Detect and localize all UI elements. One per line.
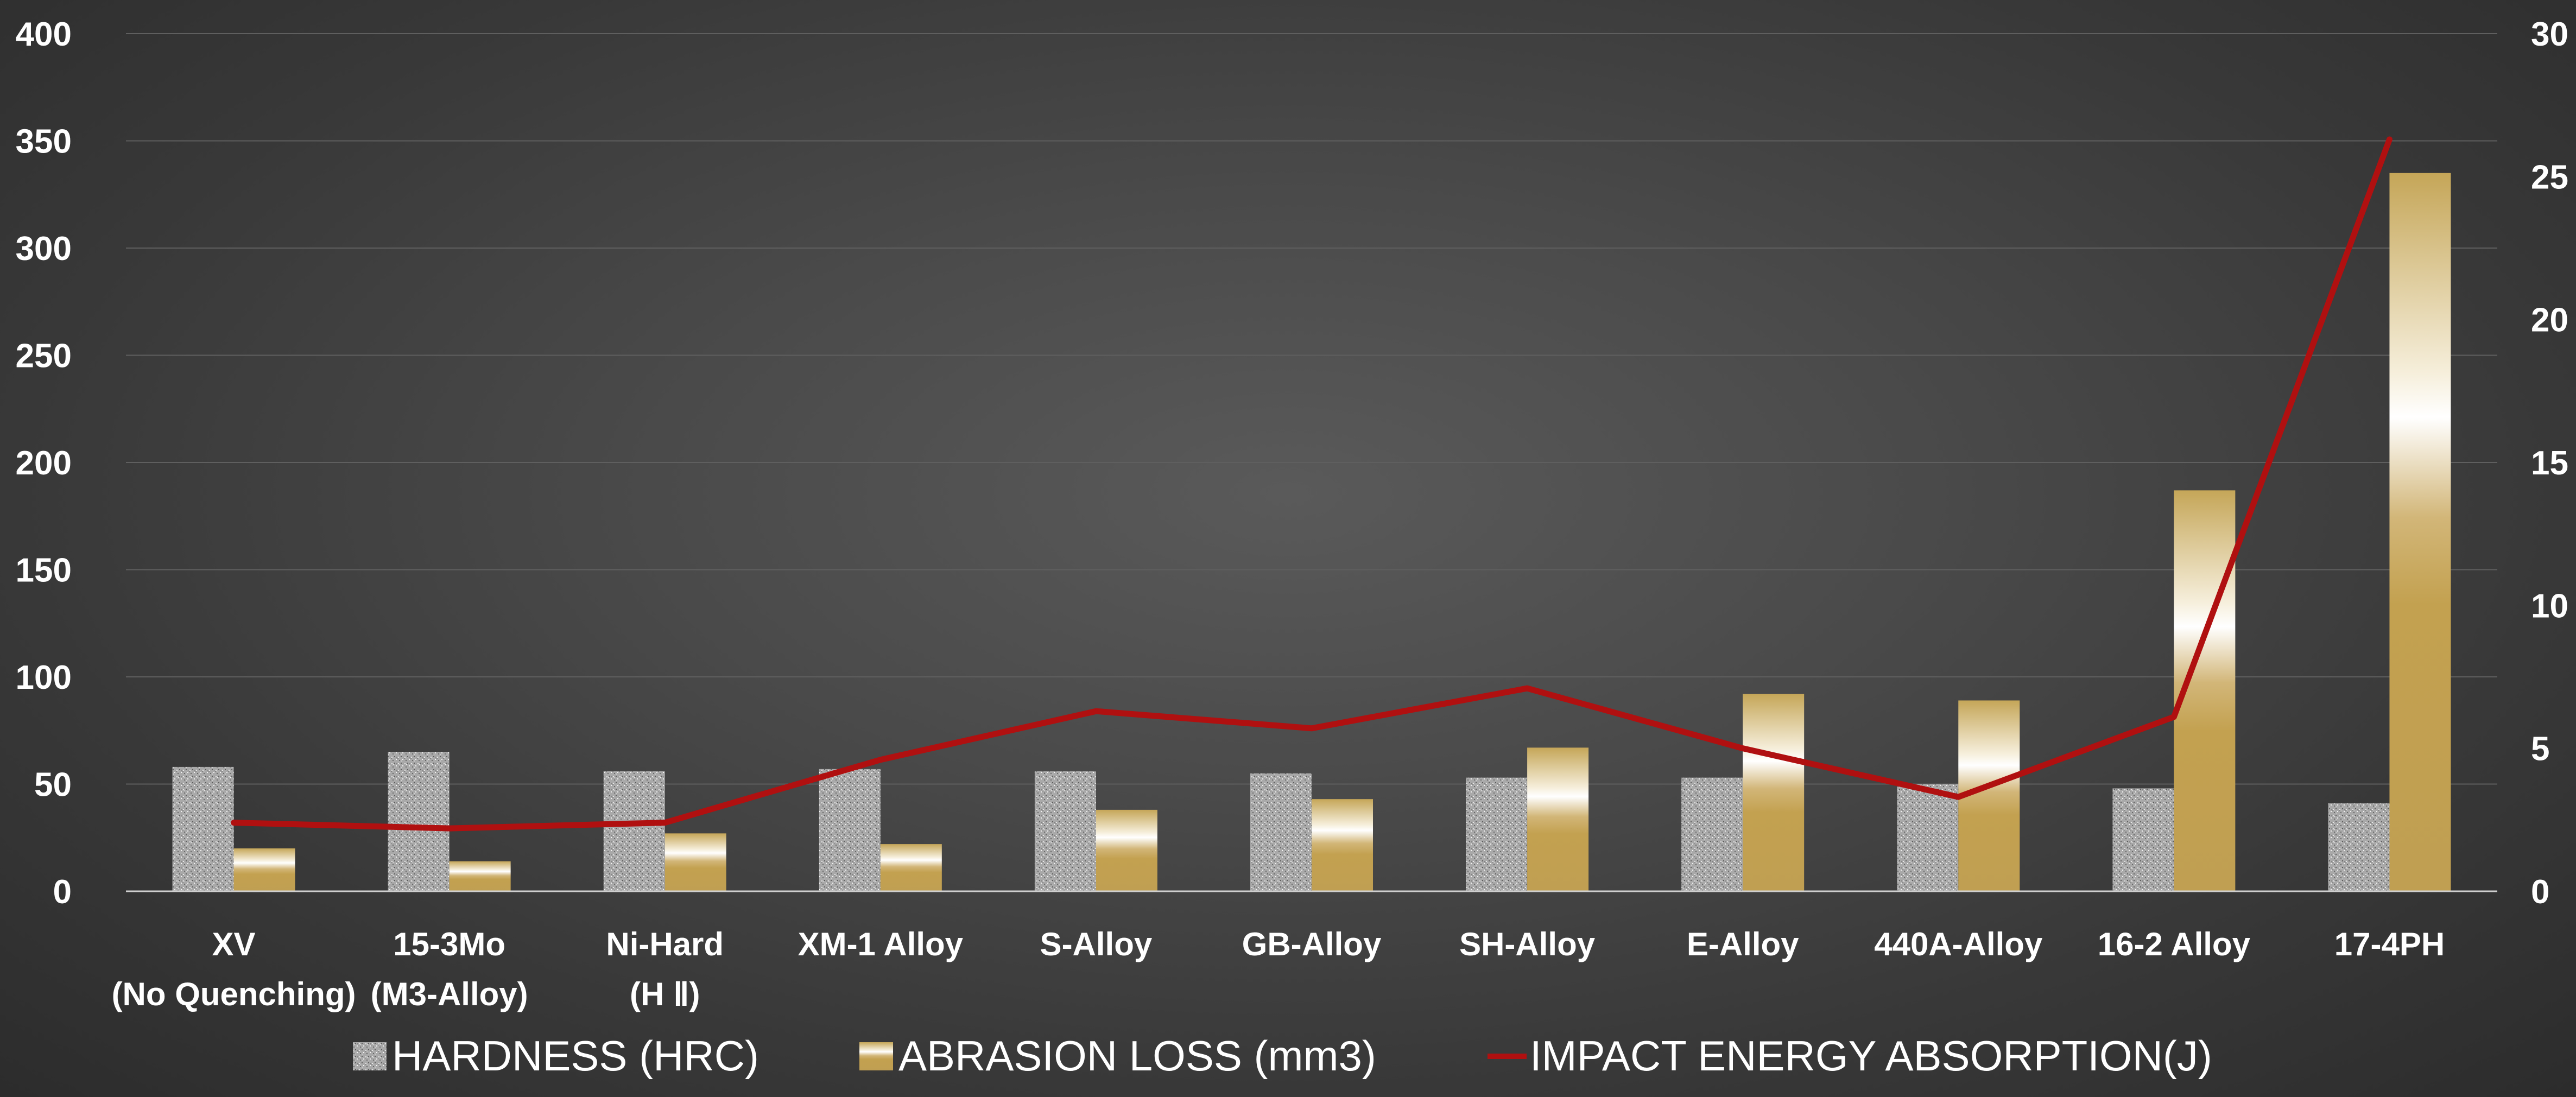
x-tick-label: GB-Alloy [1242, 926, 1382, 962]
hardness-bar [2112, 788, 2174, 891]
y-right-tick-label: 30 [2531, 16, 2568, 53]
impact-energy-point [447, 827, 451, 830]
impact-energy-point [1094, 709, 1098, 713]
abrasion-bar [2389, 173, 2451, 891]
impact-energy-line [231, 136, 2393, 832]
y-left-tick-label: 350 [16, 123, 72, 161]
x-tick-label: 15-3Mo (M3-Alloy) [371, 926, 528, 1012]
x-tick-label: SH-Alloy [1459, 926, 1596, 962]
abrasion-bar [1743, 694, 1805, 891]
hardness-bar [1034, 771, 1096, 891]
hardness-bar [1466, 777, 1528, 891]
abrasion-bar [1312, 799, 1373, 891]
x-tick-label: 16-2 Alloy [2098, 926, 2251, 962]
x-tick-label: XV (No Quenching) [112, 926, 356, 1012]
y-right-tick-label: 5 [2531, 731, 2549, 768]
y-right-tick-label: 25 [2531, 158, 2568, 196]
legend-hardness-swatch [353, 1042, 387, 1070]
hardness-bar [2328, 803, 2390, 891]
y-right-tick-label: 10 [2531, 587, 2568, 625]
hardness-bar [1250, 773, 1312, 891]
x-tick-label: 440A-Alloy [1874, 926, 2043, 962]
abrasion-bar [880, 844, 942, 891]
impact-energy-point [663, 821, 667, 825]
legend-hardness-label: HARDNESS (HRC) [392, 1032, 759, 1080]
y-left-tick-label: 150 [16, 552, 72, 589]
legend-abrasion-swatch [859, 1042, 893, 1070]
x-tick-label: S-Alloy [1040, 926, 1153, 962]
impact-energy-point [1957, 795, 1960, 799]
impact-energy-point [878, 758, 882, 762]
y-left-tick-label: 100 [16, 659, 72, 696]
y-left-tick-label: 400 [16, 16, 72, 53]
y-left-tick-label: 50 [34, 766, 72, 804]
impact-energy-point [232, 821, 236, 825]
x-tick-label: XM-1 Alloy [798, 926, 964, 962]
abrasion-bar [664, 833, 726, 891]
impact-energy-point [2388, 137, 2391, 141]
impact-energy-point [1310, 726, 1313, 730]
hardness-bar [1681, 777, 1743, 891]
legend-abrasion-label: ABRASION LOSS (mm3) [898, 1032, 1376, 1080]
x-tick-label: 17-4PH [2334, 926, 2445, 962]
y-left-tick-label: 200 [16, 445, 72, 482]
impact-energy-point [1526, 687, 1529, 690]
impact-energy-point [1741, 746, 1745, 750]
y-right-tick-label: 0 [2531, 873, 2549, 911]
y-right-tick-label: 20 [2531, 302, 2568, 339]
x-tick-label: Ni-Hard (H Ⅱ) [606, 926, 724, 1012]
hardness-bar [603, 771, 665, 891]
abrasion-bar [1527, 747, 1589, 891]
abrasion-bar [233, 848, 295, 891]
y-left-tick-label: 300 [16, 230, 72, 268]
hardness-bar [172, 766, 234, 891]
legend-impact-label: IMPACT ENERGY ABSORPTION(J) [1530, 1032, 2212, 1080]
abrasion-bar [1096, 809, 1157, 891]
hardness-bar [1897, 784, 1959, 891]
hardness-bar [819, 769, 881, 891]
x-tick-label: E-Alloy [1687, 926, 1799, 962]
y-left-tick-label: 0 [53, 873, 72, 911]
impact-energy-point [2172, 715, 2176, 719]
y-left-tick-label: 250 [16, 338, 72, 375]
hardness-bar [388, 752, 450, 891]
abrasion-bar [449, 861, 511, 891]
y-right-tick-label: 15 [2531, 445, 2568, 482]
